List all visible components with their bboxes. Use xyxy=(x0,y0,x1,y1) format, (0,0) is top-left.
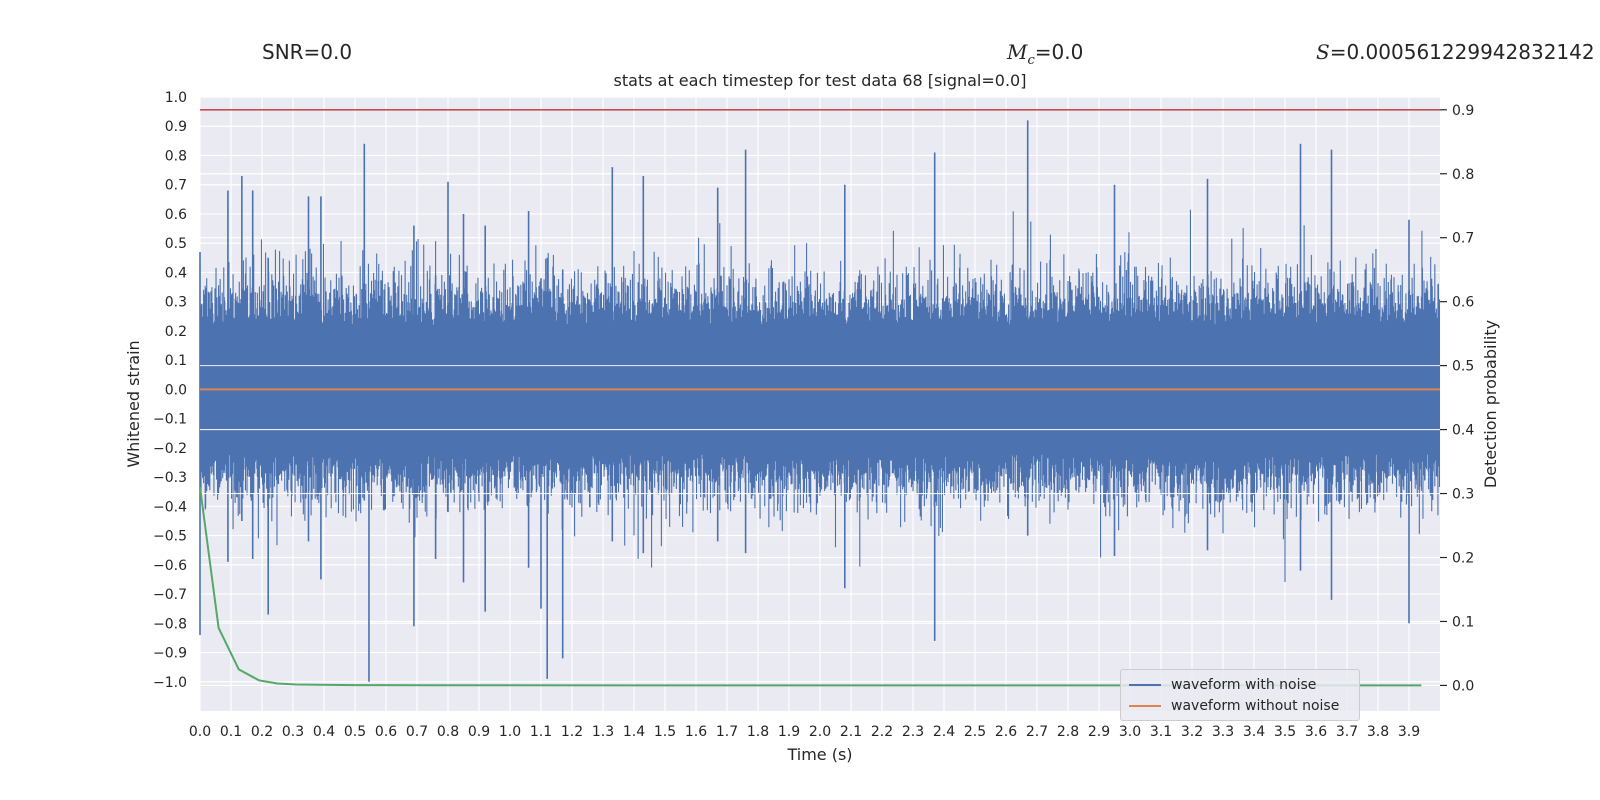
y-tick-label: −0.7 xyxy=(153,587,187,603)
y-tick-label: −0.8 xyxy=(153,616,187,632)
x-tick-label: 3.6 xyxy=(1305,724,1327,740)
x-tick-label: 2.0 xyxy=(809,724,831,740)
x-tick-label: 3.2 xyxy=(1181,724,1203,740)
snr-label: SNR=0.0 xyxy=(262,40,353,64)
legend: waveform with noise waveform without noi… xyxy=(1120,669,1360,721)
x-tick-label: 1.1 xyxy=(530,724,552,740)
y-tick-label: 0.9 xyxy=(165,119,187,135)
y-tick-label: 0.8 xyxy=(165,148,187,164)
y-axis-label: Whitened strain xyxy=(124,340,143,467)
x-tick-label: 2.5 xyxy=(964,724,986,740)
y-tick-label: −0.1 xyxy=(153,412,187,428)
x-tick-label: 2.6 xyxy=(995,724,1017,740)
y2-tick-label: 0.9 xyxy=(1452,103,1474,119)
y-tick-label: −0.3 xyxy=(153,470,187,486)
y2-tick-label: 0.1 xyxy=(1452,614,1474,630)
x-tick-label: 1.8 xyxy=(747,724,769,740)
x-tick-label: 1.6 xyxy=(685,724,707,740)
x-tick-label: 3.5 xyxy=(1274,724,1296,740)
x-tick-label: 3.0 xyxy=(1119,724,1141,740)
x-axis-label: Time (s) xyxy=(786,745,852,764)
chart-title: stats at each timestep for test data 68 … xyxy=(613,71,1027,90)
y-tick-label: 1.0 xyxy=(165,90,187,106)
x-tick-labels: 0.0 0.1 0.2 0.3 0.4 0.5 0.6 0.7 0.8 0.9 1.0 1.1 1.2 1… xyxy=(189,724,1420,740)
y-tick-label: 0.4 xyxy=(165,265,187,281)
x-tick-label: 3.3 xyxy=(1212,724,1234,740)
x-tick-label: 0.5 xyxy=(344,724,366,740)
y2-tick-label: 0.5 xyxy=(1452,359,1474,375)
y-tick-label: 0.6 xyxy=(165,207,187,223)
x-tick-label: 0.3 xyxy=(282,724,304,740)
y-tick-label: 0.2 xyxy=(165,324,187,340)
y-tick-label: 0.7 xyxy=(165,178,187,194)
legend-item-with-noise: waveform with noise xyxy=(1129,676,1316,694)
x-tick-label: 0.6 xyxy=(375,724,397,740)
overlay-lines xyxy=(199,108,1440,687)
x-tick-label: 3.9 xyxy=(1398,724,1420,740)
y-tick-labels: 1.0 0.9 0.8 0.7 0.6 0.5 0.4 0.3 0.2 0.1 0.0 −0.1 −0.… xyxy=(153,90,187,691)
y-tick-label: 0.0 xyxy=(165,382,187,398)
x-tick-label: 2.7 xyxy=(1026,724,1048,740)
x-tick-label: 3.8 xyxy=(1367,724,1389,740)
series-detection-probability xyxy=(199,486,1422,687)
x-tick-label: 2.3 xyxy=(902,724,924,740)
y-tick-label: −0.4 xyxy=(153,499,187,515)
y-tick-label: −0.5 xyxy=(153,529,187,545)
x-tick-label: 0.2 xyxy=(251,724,273,740)
x-tick-label: 1.3 xyxy=(592,724,614,740)
x-tick-label: 1.0 xyxy=(499,724,521,740)
legend-swatch xyxy=(1129,705,1161,707)
chirp-mass-label: Mc=0.0 xyxy=(1007,40,1084,68)
x-tick-label: 1.4 xyxy=(623,724,645,740)
x-tick-label: 2.2 xyxy=(871,724,893,740)
y2-tick-label: 0.4 xyxy=(1452,423,1474,439)
x-tick-label: 0.8 xyxy=(437,724,459,740)
legend-label: waveform without noise xyxy=(1171,698,1340,714)
x-tick-label: 0.7 xyxy=(406,724,428,740)
y2-tick-label: 0.0 xyxy=(1452,678,1474,694)
x-tick-label: 3.4 xyxy=(1243,724,1265,740)
legend-label: waveform with noise xyxy=(1171,677,1317,693)
legend-swatch xyxy=(1129,684,1161,686)
y2-tick-label: 0.7 xyxy=(1452,231,1474,247)
x-tick-label: 0.1 xyxy=(220,724,242,740)
x-tick-label: 2.8 xyxy=(1057,724,1079,740)
x-tick-label: 0.9 xyxy=(468,724,490,740)
y-tick-label: −1.0 xyxy=(153,675,187,691)
y-tick-label: 0.3 xyxy=(165,295,187,311)
series-waveform-with-noise xyxy=(199,120,1441,682)
y-tick-label: −0.6 xyxy=(153,558,187,574)
x-tick-label: 2.1 xyxy=(840,724,862,740)
y2-tick-label: 0.8 xyxy=(1452,167,1474,183)
x-tick-label: 3.7 xyxy=(1336,724,1358,740)
x-tick-label: 1.5 xyxy=(654,724,676,740)
x-tick-label: 1.9 xyxy=(778,724,800,740)
y2-axis-label: Detection probability xyxy=(1481,320,1500,488)
x-tick-label: 2.4 xyxy=(933,724,955,740)
y2-tick-label: 0.6 xyxy=(1452,295,1474,311)
x-tick-label: 3.1 xyxy=(1150,724,1172,740)
y-tick-label: 0.5 xyxy=(165,236,187,252)
y2-tick-labels: 0.9 0.8 0.7 0.6 0.5 0.4 0.3 0.2 0.1 0.0 xyxy=(1440,103,1474,694)
y-tick-label: −0.2 xyxy=(153,441,187,457)
x-tick-label: 0.4 xyxy=(313,724,335,740)
y2-tick-label: 0.2 xyxy=(1452,551,1474,567)
y-tick-label: −0.9 xyxy=(153,646,187,662)
x-tick-label: 0.0 xyxy=(189,724,211,740)
noise-core xyxy=(200,354,1440,443)
x-tick-label: 2.9 xyxy=(1088,724,1110,740)
y2-tick-label: 0.3 xyxy=(1452,487,1474,503)
legend-item-without-noise: waveform without noise xyxy=(1129,697,1339,715)
x-tick-label: 1.2 xyxy=(561,724,583,740)
y-tick-label: 0.1 xyxy=(165,353,187,369)
s-statistic-label: S=0.000561229942832142 xyxy=(1316,40,1595,64)
x-tick-label: 1.7 xyxy=(716,724,738,740)
